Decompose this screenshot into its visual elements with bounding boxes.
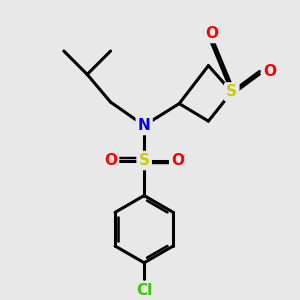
Text: O: O	[205, 26, 218, 41]
Text: O: O	[263, 64, 276, 79]
Text: S: S	[139, 153, 150, 168]
Text: S: S	[226, 84, 237, 99]
Text: N: N	[138, 118, 151, 133]
Text: O: O	[104, 153, 117, 168]
Text: O: O	[171, 153, 184, 168]
Text: Cl: Cl	[136, 283, 152, 298]
